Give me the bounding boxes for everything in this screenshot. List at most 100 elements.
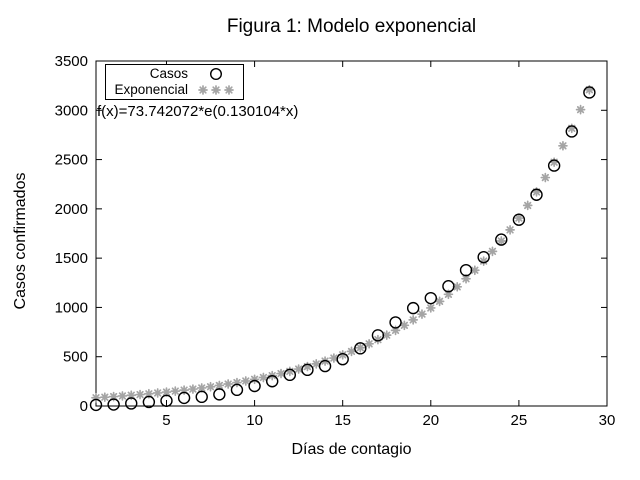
data-point-circle [406, 301, 420, 315]
model-point-star [478, 256, 489, 266]
model-point-star [126, 390, 137, 401]
data-point-circle [512, 213, 526, 226]
data-point-circle [318, 359, 332, 373]
model-point-star [135, 389, 145, 400]
model-point-star [346, 346, 357, 357]
x-tick-label: 5 [162, 412, 170, 429]
fit-equation-label: f(x)=73.742072*e(0.130104*x) [97, 103, 299, 120]
data-point-circle [336, 352, 349, 366]
data-point-circle [459, 263, 473, 277]
data-point-circle [213, 388, 226, 401]
data-point-circle [89, 398, 103, 412]
model-point-star [276, 368, 286, 379]
data-point-circle [142, 395, 156, 409]
model-point-star [531, 187, 542, 197]
model-point-star [249, 374, 260, 385]
data-point-circle [125, 397, 138, 410]
model-point-star [329, 353, 339, 363]
model-point-star [425, 303, 436, 313]
legend-label-exponencial: Exponencial [114, 82, 188, 97]
model-point-star [214, 380, 225, 391]
model-point-star [584, 84, 595, 95]
model-point-star [408, 315, 419, 325]
model-point-star [390, 325, 401, 336]
model-point-star [522, 200, 533, 211]
model-point-star [161, 387, 172, 397]
model-point-star [99, 392, 110, 403]
data-point-circle [442, 280, 455, 293]
model-point-star [117, 391, 128, 401]
model-point-star [399, 320, 410, 331]
data-point-circle [160, 394, 173, 407]
model-point-star [91, 392, 101, 403]
model-point-star [434, 296, 445, 307]
data-point-circle [389, 316, 402, 329]
data-point-circle [301, 363, 314, 377]
model-point-star [302, 361, 313, 372]
model-point-star [337, 349, 348, 360]
model-point-star [170, 386, 181, 396]
plot-border [95, 60, 608, 407]
model-point-star [417, 309, 427, 319]
model-point-star [487, 246, 498, 257]
data-point-circle [248, 379, 261, 393]
model-point-star [443, 289, 454, 300]
data-point-circle [354, 342, 367, 355]
model-point-star [223, 379, 234, 389]
y-tick-label: 500 [63, 349, 88, 366]
data-point-circle [195, 390, 208, 404]
data-point-circle [107, 398, 120, 411]
legend: Casos Exponencial [105, 64, 244, 100]
asterisk-icon [188, 82, 240, 98]
data-point-circle [565, 125, 578, 138]
data-point-circle [477, 250, 490, 264]
y-tick-label: 2500 [55, 152, 88, 169]
model-point-star [566, 123, 577, 134]
model-point-star [144, 388, 154, 399]
model-point-star [575, 104, 586, 115]
model-point-star [355, 342, 366, 353]
data-point-circle [583, 86, 596, 99]
data-point-circle [230, 383, 244, 397]
legend-row-exponencial: Exponencial [106, 82, 243, 98]
chart-title: Figura 1: Modelo exponencial [226, 16, 477, 37]
model-point-star [152, 388, 163, 398]
model-point-star [373, 334, 383, 345]
model-point-star [452, 281, 463, 292]
y-tick-label: 1500 [55, 250, 88, 267]
y-tick-label: 3000 [55, 102, 88, 119]
x-tick-label: 25 [511, 412, 528, 429]
model-point-star [558, 140, 568, 151]
data-point-circle [177, 391, 191, 405]
x-axis-label: Días de contagio [291, 441, 412, 458]
model-point-star [505, 225, 515, 235]
y-tick-label: 0 [80, 398, 88, 415]
x-tick-label: 20 [422, 412, 439, 429]
legend-label-casos: Casos [149, 66, 188, 81]
model-point-star [108, 391, 119, 402]
x-tick-label: 30 [599, 412, 616, 429]
model-point-star [496, 236, 507, 246]
x-tick-label: 15 [334, 412, 351, 429]
model-point-star [364, 338, 374, 349]
model-point-star [514, 213, 524, 223]
data-point-circle [424, 291, 437, 305]
model-point-star [549, 157, 559, 168]
data-point-circle [530, 188, 543, 201]
model-point-star [258, 372, 269, 383]
open-circle-icon [188, 66, 240, 82]
model-point-star [461, 273, 471, 284]
model-point-star [240, 376, 251, 386]
model-point-star [205, 381, 216, 392]
model-point-star [311, 359, 322, 369]
model-point-star [469, 265, 480, 276]
data-point-circle [283, 368, 297, 382]
data-point-circle [371, 329, 385, 342]
y-tick-label: 1000 [55, 299, 88, 316]
y-tick-label: 2000 [55, 201, 88, 218]
model-point-star [188, 384, 198, 394]
model-point-star [293, 364, 304, 374]
model-point-star [232, 377, 242, 388]
